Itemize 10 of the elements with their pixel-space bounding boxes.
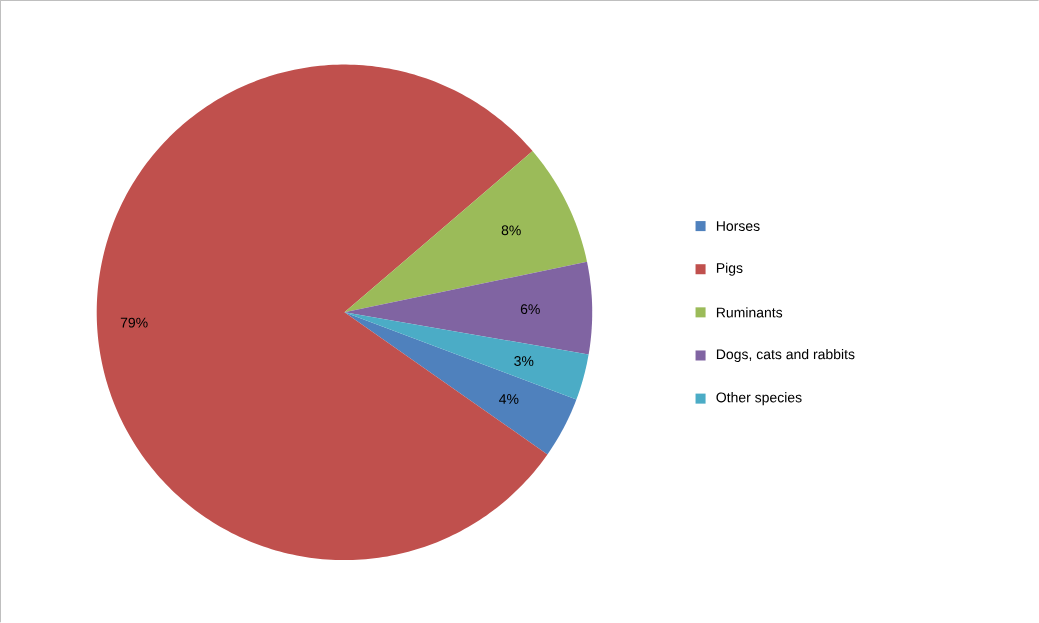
data-label: 3%: [514, 356, 534, 367]
legend-label: Ruminants: [716, 307, 783, 318]
legend-label: Pigs: [716, 262, 743, 276]
legend-label: Other species: [716, 392, 802, 406]
data-label: 79%: [120, 317, 148, 328]
data-label: 4%: [499, 394, 519, 405]
data-label: 6%: [520, 304, 540, 315]
data-label: 8%: [501, 225, 521, 236]
legend-label: Dogs, cats and rabbits: [716, 349, 855, 363]
legend-label: Horses: [716, 221, 760, 232]
